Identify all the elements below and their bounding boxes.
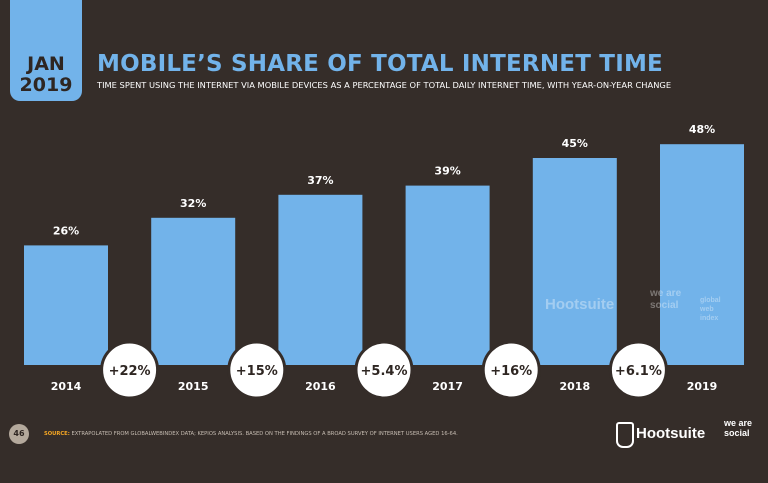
date-badge: JAN 2019	[10, 0, 82, 101]
bar-2017	[405, 185, 490, 365]
bar-2016	[278, 194, 363, 365]
watermark-wearesocial: we are social	[650, 288, 682, 311]
date-year: 2019	[19, 74, 73, 96]
bar-chart: 26% 2014 32% 2015 37% 2016 39% 2017 45% 2018 48% 20…	[24, 123, 744, 400]
yoy-change-circle	[354, 340, 414, 400]
page-number: 46	[9, 424, 29, 444]
source-text: EXTRAPOLATED FROM GLOBALWEBINDEX DATA; K…	[71, 431, 458, 437]
bar-2015	[151, 217, 236, 365]
yoy-change-circle	[227, 340, 287, 400]
yoy-change-label: +15%	[236, 364, 278, 379]
category-label: 2019	[687, 380, 718, 393]
category-label: 2016	[305, 380, 336, 393]
watermark-hootsuite: Hootsuite	[545, 296, 615, 313]
hootsuite-owl-icon	[616, 422, 634, 448]
yoy-change-label: +6.1%	[615, 364, 662, 379]
yoy-change-circle	[100, 340, 160, 400]
yoy-change-circle	[481, 340, 541, 400]
value-label: 48%	[689, 123, 715, 136]
category-label: 2014	[51, 380, 82, 393]
page-title: MOBILE’S SHARE OF TOTAL INTERNET TIME	[97, 51, 663, 77]
bar-2019	[660, 144, 744, 365]
category-label: 2015	[178, 380, 209, 393]
yoy-change-label: +22%	[109, 364, 151, 379]
value-label: 37%	[307, 174, 333, 187]
hootsuite-logo: Hootsuite	[636, 425, 706, 442]
watermark-globalwebindex: global web index	[700, 297, 721, 322]
value-label: 39%	[434, 165, 460, 178]
yoy-change-label: +5.4%	[361, 364, 408, 379]
page-subtitle: TIME SPENT USING THE INTERNET VIA MOBILE…	[97, 80, 672, 90]
date-month: JAN	[27, 53, 65, 75]
bar-2014	[24, 245, 108, 365]
yoy-change-label: +16%	[490, 364, 532, 379]
category-label: 2018	[559, 380, 590, 393]
value-label: 45%	[562, 137, 588, 150]
yoy-change-circle	[608, 340, 668, 400]
value-label: 32%	[180, 197, 206, 210]
bar-2018	[532, 158, 617, 365]
value-label: 26%	[53, 224, 79, 237]
category-label: 2017	[432, 380, 463, 393]
source-label: SOURCE:	[44, 431, 70, 437]
wearesocial-logo: we are social	[724, 418, 753, 438]
source-note: SOURCE: EXTRAPOLATED FROM GLOBALWEBINDEX…	[44, 431, 458, 437]
